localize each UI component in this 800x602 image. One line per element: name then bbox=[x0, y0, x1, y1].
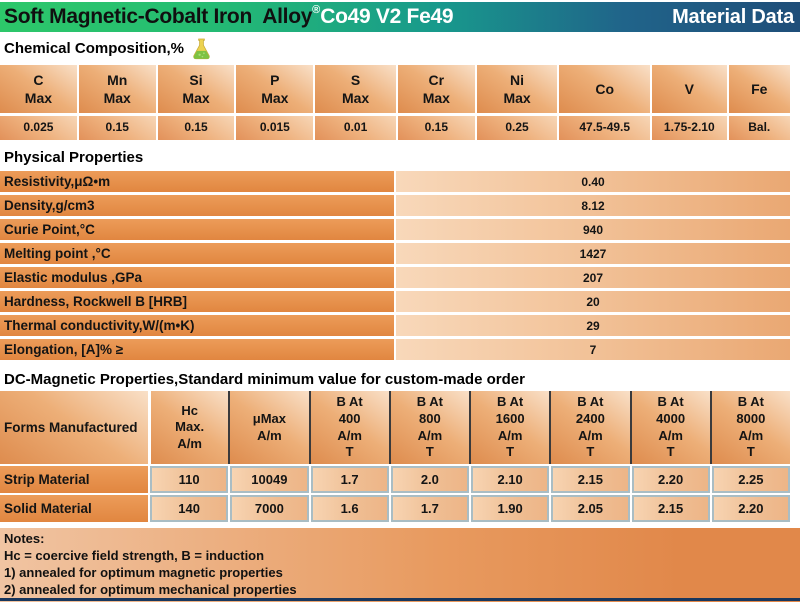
title-product-name: Soft Magnetic-Cobalt Iron Alloy bbox=[4, 5, 313, 28]
chem-value-cell: 0.15 bbox=[397, 116, 475, 140]
value-cell: 2.10 bbox=[471, 466, 550, 493]
property-value: 940 bbox=[396, 219, 790, 240]
chem-header-cell: C Max bbox=[0, 65, 77, 113]
table-row: Density,g/cm3 8.12 bbox=[0, 195, 790, 216]
property-name: Thermal conductivity,W/(m•K) bbox=[0, 315, 394, 336]
value-cell: 110 bbox=[150, 466, 229, 493]
value-cell: 1.90 bbox=[471, 495, 550, 522]
row-label: Solid Material bbox=[0, 495, 148, 522]
chem-value-cell: 0.015 bbox=[236, 116, 314, 140]
table-row: Melting point ,°C 1427 bbox=[0, 243, 790, 264]
table-row: Elongation, [A]% ≥ 7 bbox=[0, 339, 790, 360]
chem-header-cell: S Max bbox=[315, 65, 396, 113]
chem-value-cell: 0.15 bbox=[157, 116, 235, 140]
chemical-composition-heading: Chemical Composition,% bbox=[0, 32, 800, 65]
header-bar: Soft Magnetic-Cobalt Iron Alloy®Co49 V2 … bbox=[0, 2, 800, 32]
magnetic-table-header-row: Forms Manufactured Hc Max. A/m μMax A/m B A… bbox=[0, 391, 790, 464]
magnetic-header-cell: B At 1600 A/m T bbox=[469, 391, 550, 464]
value-cell: 2.20 bbox=[711, 495, 790, 522]
property-name: Elastic modulus ,GPa bbox=[0, 267, 394, 288]
chem-header-cell: V bbox=[652, 65, 727, 113]
table-row: Resistivity,μΩ•m 0.40 bbox=[0, 171, 790, 192]
property-name: Density,g/cm3 bbox=[0, 195, 394, 216]
magnetic-header-cell: B At 800 A/m T bbox=[388, 391, 469, 464]
chem-header-cell: Si Max bbox=[157, 65, 235, 113]
chem-value-cell: Bal. bbox=[728, 116, 790, 140]
property-value: 7 bbox=[396, 339, 790, 360]
title-alloy-code: Co49 V2 Fe49 bbox=[320, 5, 454, 28]
property-value: 1427 bbox=[396, 243, 790, 264]
chem-value-cell: 0.025 bbox=[0, 116, 77, 140]
value-cell: 1.6 bbox=[310, 495, 389, 522]
value-cell: 7000 bbox=[230, 495, 309, 522]
magnetic-header-cell: B At 4000 A/m T bbox=[629, 391, 710, 464]
note-line: 1) annealed for optimum magnetic propert… bbox=[4, 565, 283, 580]
value-cell: 140 bbox=[150, 495, 229, 522]
property-value: 207 bbox=[396, 267, 790, 288]
table-row: Hardness, Rockwell B [HRB] 20 bbox=[0, 291, 790, 312]
property-name: Hardness, Rockwell B [HRB] bbox=[0, 291, 394, 312]
chemical-heading-text: Chemical Composition,% bbox=[4, 40, 185, 57]
table-row: Solid Material 140 7000 1.6 1.7 1.90 2.0… bbox=[0, 495, 790, 522]
row-label: Strip Material bbox=[0, 466, 148, 493]
chem-header-cell: Fe bbox=[728, 65, 790, 113]
chem-value-cell: 0.25 bbox=[476, 116, 558, 140]
magnetic-properties-heading: DC-Magnetic Properties,Standard minimum … bbox=[0, 368, 800, 391]
property-name: Resistivity,μΩ•m bbox=[0, 171, 394, 192]
value-cell: 2.15 bbox=[631, 495, 710, 522]
chem-value-cell: 0.15 bbox=[78, 116, 156, 140]
chemical-composition-table: C Max Mn Max Si Max P Max S Max Cr Max Ni Max C… bbox=[0, 65, 790, 140]
flask-icon bbox=[193, 38, 210, 59]
table-row: Elastic modulus ,GPa 207 bbox=[0, 267, 790, 288]
physical-properties-table: Resistivity,μΩ•m 0.40 Density,g/cm3 8.12… bbox=[0, 171, 790, 360]
chem-value-cell: 47.5-49.5 bbox=[559, 116, 651, 140]
value-cell: 2.0 bbox=[390, 466, 469, 493]
table-row: Thermal conductivity,W/(m•K) 29 bbox=[0, 315, 790, 336]
property-value: 20 bbox=[396, 291, 790, 312]
magnetic-header-cell: B At 8000 A/m T bbox=[709, 391, 790, 464]
note-line: Notes: bbox=[4, 531, 45, 546]
chem-header-cell: Co bbox=[559, 65, 651, 113]
magnetic-header-cell: B At 400 A/m T bbox=[308, 391, 389, 464]
chem-header-cell: Cr Max bbox=[397, 65, 475, 113]
magnetic-heading-text: DC-Magnetic Properties,Standard minimum … bbox=[4, 371, 525, 388]
magnetic-header-cell: μMax A/m bbox=[228, 391, 309, 464]
value-cell: 10049 bbox=[230, 466, 309, 493]
material-data-label: Material Data bbox=[672, 5, 794, 28]
value-cell: 2.05 bbox=[551, 495, 630, 522]
property-name: Curie Point,°C bbox=[0, 219, 394, 240]
physical-heading-text: Physical Properties bbox=[4, 149, 144, 166]
value-cell: 2.15 bbox=[551, 466, 630, 493]
chem-header-cell: Ni Max bbox=[476, 65, 558, 113]
note-line: Hc = coercive field strength, B = induct… bbox=[4, 548, 265, 563]
property-value: 8.12 bbox=[396, 195, 790, 216]
property-name: Elongation, [A]% ≥ bbox=[0, 339, 394, 360]
chem-header-cell: P Max bbox=[236, 65, 314, 113]
property-name: Melting point ,°C bbox=[0, 243, 394, 264]
magnetic-header-cell: B At 2400 A/m T bbox=[549, 391, 630, 464]
chem-value-cell: 1.75-2.10 bbox=[652, 116, 727, 140]
table-row: Curie Point,°C 940 bbox=[0, 219, 790, 240]
value-cell: 2.20 bbox=[631, 466, 710, 493]
chem-header-cell: Mn Max bbox=[78, 65, 156, 113]
property-value: 29 bbox=[396, 315, 790, 336]
physical-properties-heading: Physical Properties bbox=[0, 146, 800, 169]
note-line: 2) annealed for optimum mechanical prope… bbox=[4, 582, 297, 597]
magnetic-properties-table: Forms Manufactured Hc Max. A/m μMax A/m B A… bbox=[0, 391, 790, 522]
value-cell: 1.7 bbox=[390, 495, 469, 522]
value-cell: 1.7 bbox=[310, 466, 389, 493]
notes-section: Notes: Hc = coercive field strength, B =… bbox=[0, 528, 800, 602]
magnetic-header-cell: Hc Max. A/m bbox=[148, 391, 229, 464]
chem-value-cell: 0.01 bbox=[315, 116, 396, 140]
property-value: 0.40 bbox=[396, 171, 790, 192]
registered-trademark-symbol: ® bbox=[312, 4, 321, 16]
forms-manufactured-header: Forms Manufactured bbox=[0, 391, 148, 464]
value-cell: 2.25 bbox=[711, 466, 790, 493]
table-row: Strip Material 110 10049 1.7 2.0 2.10 2.… bbox=[0, 466, 790, 493]
page-title: Soft Magnetic-Cobalt Iron Alloy®Co49 V2 … bbox=[4, 4, 454, 29]
